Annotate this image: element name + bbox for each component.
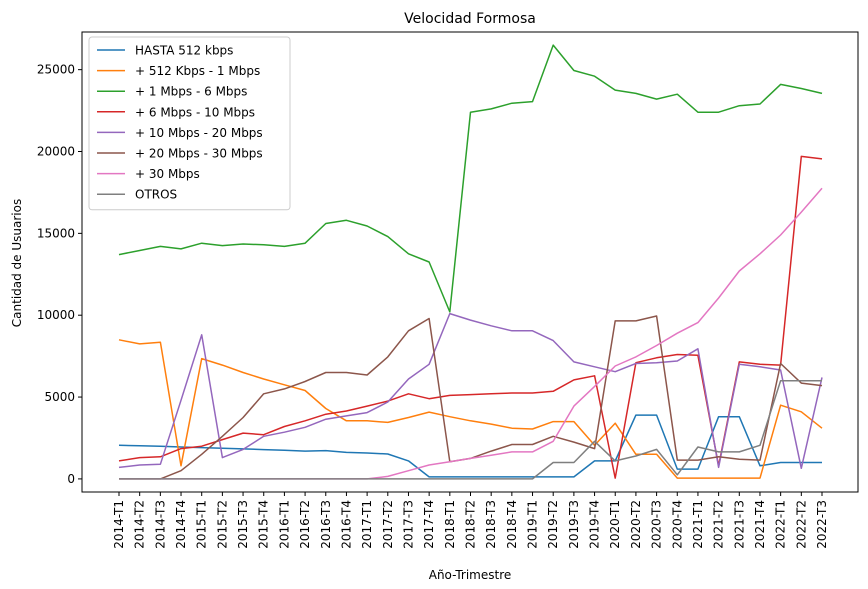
x-tick-label: 2022-T1 <box>774 500 788 549</box>
legend-label: HASTA 512 kbps <box>135 44 233 58</box>
series-line-1 <box>118 339 823 479</box>
series-line-7 <box>119 379 822 480</box>
x-tick-label: 2015-T1 <box>195 500 209 549</box>
legend-box <box>88 36 291 211</box>
x-tick-label: 2018-T1 <box>443 500 457 549</box>
y-tick-label: 5000 <box>44 390 75 404</box>
legend-label: OTROS <box>135 188 177 202</box>
legend-label: + 1 Mbps - 6 Mbps <box>135 85 247 99</box>
x-tick-label: 2017-T1 <box>360 500 374 549</box>
x-tick-label: 2017-T4 <box>422 500 436 549</box>
x-tick-label: 2021-T2 <box>712 500 726 549</box>
x-tick-label: 2015-T4 <box>257 500 271 549</box>
x-tick-label: 2016-T1 <box>277 500 291 549</box>
x-tick-label: 2020-T3 <box>650 500 664 549</box>
legend-label: + 30 Mbps <box>135 167 200 181</box>
x-tick-label: 2020-T2 <box>629 500 643 549</box>
x-tick-label: 2016-T2 <box>298 500 312 549</box>
x-tick-label: 2018-T4 <box>505 500 519 549</box>
legend-label: + 6 Mbps - 10 Mbps <box>135 105 255 119</box>
x-tick-label: 2020-T1 <box>608 500 622 549</box>
x-tick-label: 2021-T3 <box>732 500 746 549</box>
x-tick-label: 2019-T2 <box>546 500 560 549</box>
y-axis-label: Cantidad de Usuarios <box>10 199 24 327</box>
x-tick-label: 2015-T2 <box>215 500 229 549</box>
x-tick-label: 2014-T3 <box>153 500 167 549</box>
y-axis: 0 5000 10000 15000 20000 25000 <box>37 63 82 486</box>
series-layer <box>118 44 823 480</box>
x-tick-label: 2020-T4 <box>670 500 684 549</box>
y-tick-label: 15000 <box>37 226 75 240</box>
series-line-4 <box>118 312 823 470</box>
x-tick-label: 2014-T4 <box>174 500 188 549</box>
legend: HASTA 512 kbps + 512 Kbps - 1 Mbps + 1 Mbp… <box>88 36 291 211</box>
x-tick-label: 2015-T3 <box>236 500 250 549</box>
x-tick-label: 2021-T1 <box>691 500 705 549</box>
x-tick-label: 2019-T3 <box>567 500 581 549</box>
legend-label: + 512 Kbps - 1 Mbps <box>135 64 260 78</box>
x-tick-label: 2021-T4 <box>753 500 767 549</box>
x-tick-label: 2022-T3 <box>815 500 829 549</box>
x-tick-label: 2019-T1 <box>526 500 540 549</box>
series-line-0 <box>118 414 822 478</box>
x-tick-label: 2018-T2 <box>464 500 478 549</box>
x-tick-label: 2017-T3 <box>401 500 415 549</box>
x-tick-label: 2014-T2 <box>133 500 147 549</box>
x-tick-label: 2019-T4 <box>588 500 602 549</box>
x-axis-label: Año-Trimestre <box>429 568 512 582</box>
x-tick-label: 2014-T1 <box>112 500 126 549</box>
legend-label: + 20 Mbps - 30 Mbps <box>135 147 263 161</box>
x-tick-label: 2016-T4 <box>339 500 353 549</box>
x-tick-label: 2022-T2 <box>794 500 808 549</box>
x-tick-label: 2017-T2 <box>381 500 395 549</box>
legend-label: + 10 Mbps - 20 Mbps <box>135 126 263 140</box>
x-axis: 2014-T1 2014-T2 2014-T3 2014-T4 2015-T1 2015-… <box>112 492 829 549</box>
y-tick-label: 0 <box>67 472 75 486</box>
chart-title: Velocidad Formosa <box>404 11 536 27</box>
x-tick-label: 2018-T3 <box>484 500 498 549</box>
y-tick-label: 10000 <box>37 308 75 322</box>
series-line-2 <box>118 44 823 313</box>
x-tick-label: 2016-T3 <box>319 500 333 549</box>
y-tick-label: 25000 <box>37 63 75 77</box>
y-tick-label: 20000 <box>37 145 75 159</box>
